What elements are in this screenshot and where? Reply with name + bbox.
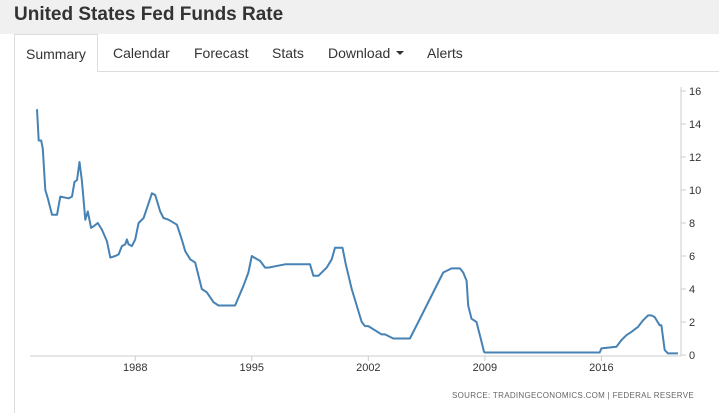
x-tick-label: 2016	[589, 362, 613, 374]
x-tick-label: 1988	[123, 362, 147, 374]
y-tick-label: 4	[689, 284, 695, 296]
tab-download[interactable]: Download	[328, 34, 405, 72]
page-title: United States Fed Funds Rate	[14, 4, 284, 25]
tab-alerts[interactable]: Alerts	[427, 45, 463, 61]
tab-download-label: Download	[328, 45, 391, 61]
x-tick-label: 2009	[473, 362, 497, 374]
x-tick-label: 1995	[240, 362, 264, 374]
tab-stats[interactable]: Stats	[272, 45, 304, 61]
x-tick-label: 2002	[356, 362, 380, 374]
y-tick-label: 0	[689, 350, 695, 362]
x-axis-ticks: 1988 1995 2002 2009 2016	[123, 356, 614, 374]
y-tick-label: 2	[689, 317, 695, 329]
y-tick-label: 14	[689, 119, 701, 131]
chart-axes	[30, 87, 682, 357]
tab-forecast[interactable]: Forecast	[194, 45, 249, 61]
header-bar: United States Fed Funds Rate	[0, 0, 719, 34]
tab-summary[interactable]: Summary	[14, 34, 98, 73]
chart-series	[36, 109, 678, 355]
y-tick-label: 12	[689, 152, 701, 164]
y-tick-label: 10	[689, 185, 701, 197]
tab-bar: Summary Calendar Forecast Stats Download…	[14, 34, 719, 73]
y-tick-label: 6	[689, 251, 695, 263]
chevron-down-icon	[396, 51, 405, 56]
y-tick-label: 8	[689, 218, 695, 230]
y-axis-ticks: 0 2 4 6 8 10 12 14 16	[681, 86, 701, 362]
source-attribution: SOURCE: TRADINGECONOMICS.COM | FEDERAL R…	[452, 391, 694, 400]
y-tick-label: 16	[689, 86, 701, 98]
series-line-0	[36, 109, 678, 355]
tab-calendar[interactable]: Calendar	[113, 45, 170, 61]
